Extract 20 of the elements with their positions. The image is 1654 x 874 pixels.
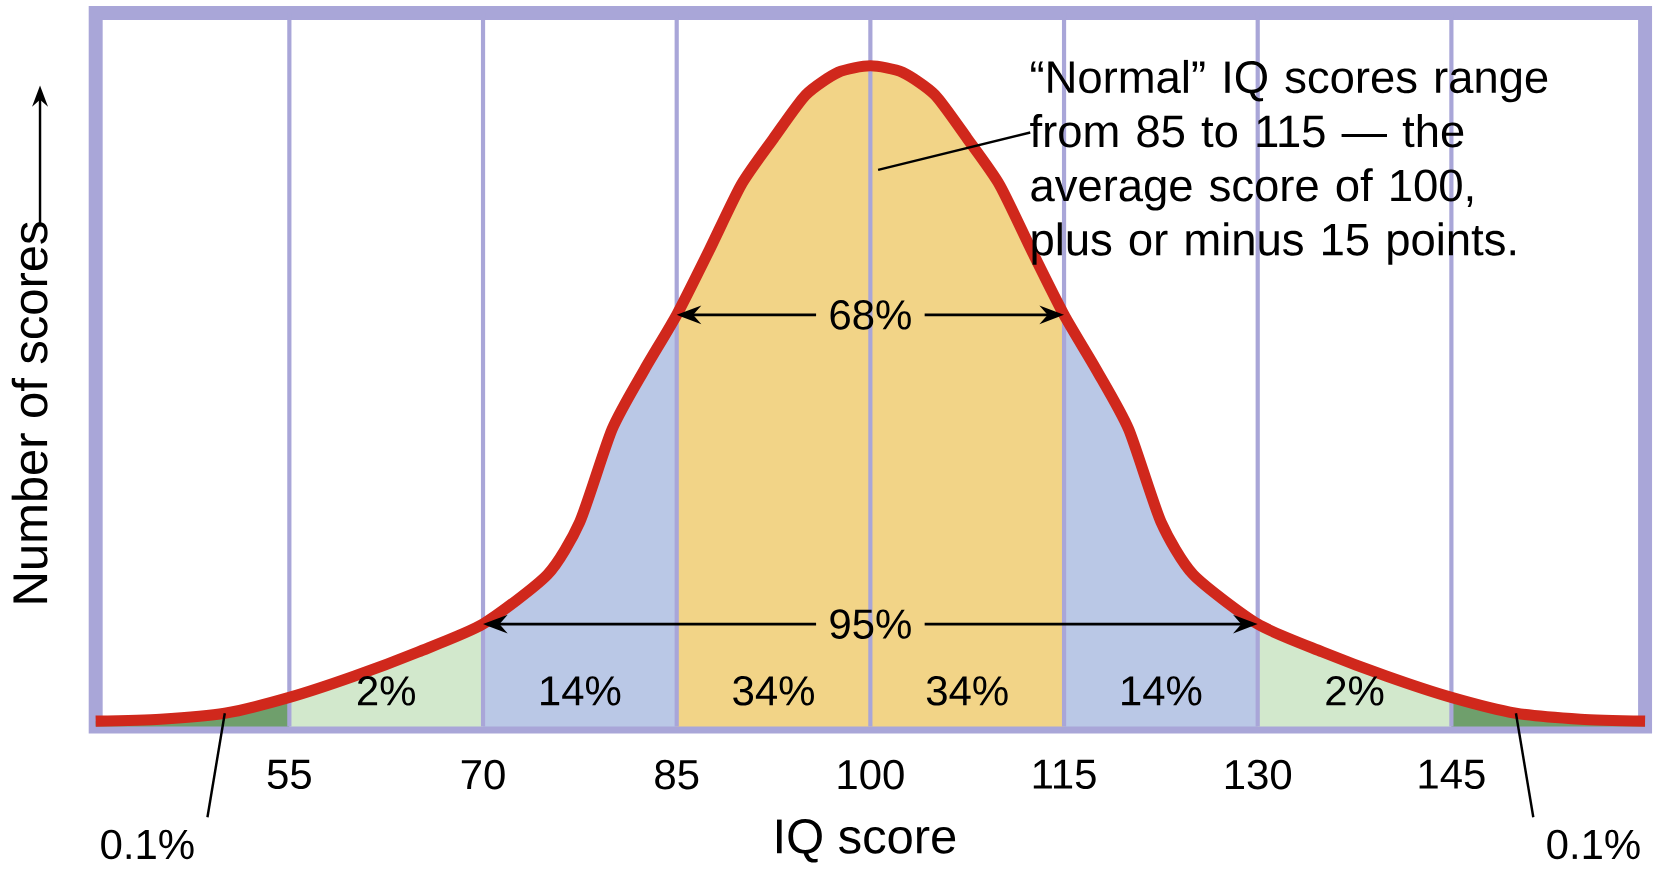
- annotation: 14%: [541, 676, 621, 706]
- x-tick-label: 100: [838, 759, 904, 790]
- x-tick-label: 130: [1225, 759, 1292, 790]
- x-tick-label: 70: [461, 759, 505, 790]
- annotation: 68%: [830, 299, 911, 330]
- annotation: 0.1%: [1547, 829, 1640, 860]
- x-tick-label: 55: [267, 759, 311, 789]
- x-tick-label: 115: [1033, 759, 1096, 789]
- x-axis-title: IQ score: [777, 819, 956, 863]
- x-tick-label: 85: [655, 759, 699, 790]
- annotation: 2%: [1326, 676, 1384, 706]
- annotation: 14%: [1122, 676, 1202, 706]
- annotation: “Normal” IQ scores range from 85 to 115 — the average score of 100, plus or minus 15 points.: [1030, 59, 1548, 265]
- annotation: 95%: [830, 609, 911, 639]
- annotation: 0.1%: [101, 829, 194, 860]
- x-tick-label: 145: [1419, 759, 1485, 789]
- annotation: 2%: [357, 676, 415, 706]
- annotation: 34%: [926, 675, 1008, 706]
- annotation: 34%: [733, 675, 814, 706]
- y-axis-title: Number of scores: [11, 222, 48, 603]
